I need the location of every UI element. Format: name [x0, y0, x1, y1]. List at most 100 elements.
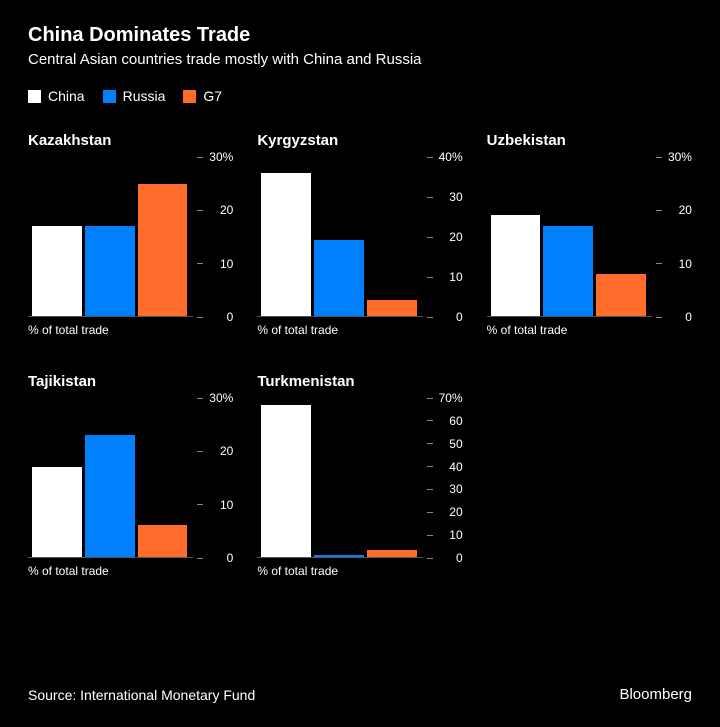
- axis-tick: 0: [427, 551, 463, 565]
- tick-line: [427, 197, 433, 198]
- legend-swatch: [28, 90, 41, 103]
- chart-subtitle: Central Asian countries trade mostly wit…: [28, 51, 692, 68]
- tick-line: [427, 466, 433, 467]
- axis-tick: 0: [656, 310, 692, 324]
- tick-line: [427, 317, 433, 318]
- tick-line: [197, 398, 203, 399]
- axis-tick: 50: [427, 437, 463, 451]
- axis-tick: 10: [197, 257, 233, 271]
- chart-panel: Kyrgyzstan 0 10 20 30 40% % of total trade: [257, 132, 462, 337]
- bar: [314, 240, 364, 316]
- chart-panel: Uzbekistan0102030%% of total trade: [487, 132, 692, 337]
- y-axis: 0102030%: [193, 398, 233, 558]
- legend: China Russia G7: [28, 88, 692, 104]
- tick-label: 0: [207, 310, 233, 324]
- legend-label: Russia: [123, 88, 166, 104]
- axis-tick: 10: [197, 498, 233, 512]
- axis-tick: 0: [427, 310, 463, 324]
- bars-region: [487, 157, 652, 317]
- axis-tick: 30%: [656, 150, 692, 164]
- x-axis-label: % of total trade: [257, 564, 462, 578]
- chart-panel: Kazakhstan 0 10 20 30% % of total trade: [28, 132, 233, 337]
- bars-region: [257, 157, 422, 317]
- tick-line: [197, 558, 203, 559]
- axis-tick: 20: [427, 230, 463, 244]
- axis-tick: 20: [427, 505, 463, 519]
- panel-title: Turkmenistan: [257, 373, 462, 390]
- axis-tick: 30%: [197, 150, 233, 164]
- y-axis: 010203040%: [423, 157, 463, 317]
- axis-tick: 20: [197, 203, 233, 217]
- legend-swatch: [183, 90, 196, 103]
- tick-label: 20: [437, 230, 463, 244]
- tick-label: 20: [437, 505, 463, 519]
- tick-line: [656, 210, 662, 211]
- bars-region: [257, 398, 422, 558]
- legend-item: Russia: [103, 88, 166, 104]
- bar: [32, 226, 82, 316]
- x-axis-label: % of total trade: [28, 323, 233, 337]
- tick-line: [656, 263, 662, 264]
- tick-line: [197, 317, 203, 318]
- chart-title: China Dominates Trade: [28, 24, 692, 47]
- bar: [596, 274, 646, 316]
- tick-label: 0: [437, 310, 463, 324]
- x-axis-label: % of total trade: [257, 323, 462, 337]
- tick-label: 70%: [437, 391, 463, 405]
- tick-line: [427, 237, 433, 238]
- tick-line: [197, 504, 203, 505]
- tick-label: 30: [437, 190, 463, 204]
- panel-grid: Kazakhstan0102030%% of total tradeKyrgyz…: [28, 132, 692, 578]
- tick-label: 10: [437, 270, 463, 284]
- panel-title: Kazakhstan: [28, 132, 233, 149]
- axis-tick: 10: [427, 270, 463, 284]
- axis-tick: 20: [197, 444, 233, 458]
- tick-line: [427, 157, 433, 158]
- tick-label: 0: [437, 551, 463, 565]
- panel-title: Tajikistan: [28, 373, 233, 390]
- tick-label: 20: [666, 203, 692, 217]
- bar: [85, 226, 135, 316]
- y-axis: 0102030%: [193, 157, 233, 317]
- tick-label: 20: [207, 203, 233, 217]
- tick-label: 10: [437, 528, 463, 542]
- tick-line: [427, 398, 433, 399]
- bar: [261, 405, 311, 557]
- tick-line: [656, 317, 662, 318]
- bar: [314, 555, 364, 557]
- panel-title: Kyrgyzstan: [257, 132, 462, 149]
- tick-line: [427, 512, 433, 513]
- tick-label: 10: [207, 257, 233, 271]
- bar: [367, 300, 417, 316]
- tick-label: 40: [437, 460, 463, 474]
- panel-title: Uzbekistan: [487, 132, 692, 149]
- legend-label: China: [48, 88, 85, 104]
- tick-line: [427, 558, 433, 559]
- legend-item: G7: [183, 88, 222, 104]
- tick-label: 30%: [207, 150, 233, 164]
- bar: [85, 435, 135, 557]
- axis-tick: 70%: [427, 391, 463, 405]
- axis-tick: 30%: [197, 391, 233, 405]
- tick-label: 40%: [437, 150, 463, 164]
- y-axis: 0102030%: [652, 157, 692, 317]
- x-axis-label: % of total trade: [28, 564, 233, 578]
- tick-line: [197, 451, 203, 452]
- axis-tick: 20: [656, 203, 692, 217]
- chart-area: 010203040%: [257, 157, 462, 317]
- legend-swatch: [103, 90, 116, 103]
- axis-tick: 30: [427, 482, 463, 496]
- bar: [367, 550, 417, 557]
- tick-line: [427, 443, 433, 444]
- tick-label: 0: [207, 551, 233, 565]
- tick-line: [197, 263, 203, 264]
- bars-region: [28, 398, 193, 558]
- tick-line: [427, 277, 433, 278]
- axis-tick: 10: [656, 257, 692, 271]
- axis-tick: 40: [427, 460, 463, 474]
- y-axis: 010203040506070%: [423, 398, 463, 558]
- chart-area: 010203040506070%: [257, 398, 462, 558]
- tick-label: 50: [437, 437, 463, 451]
- tick-line: [656, 157, 662, 158]
- tick-label: 10: [666, 257, 692, 271]
